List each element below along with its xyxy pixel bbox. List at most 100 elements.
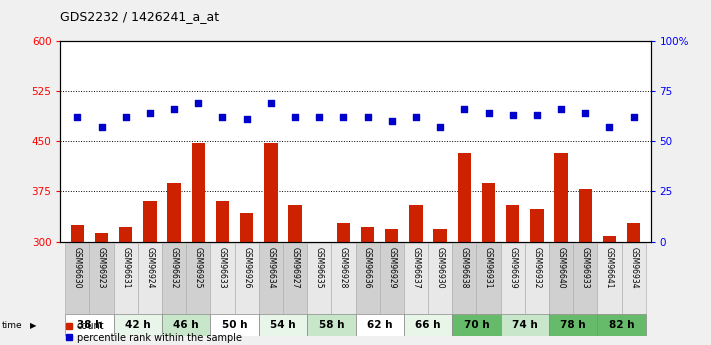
Point (531, 113, 542, 118)
Point (507, 113, 518, 118)
Bar (307, 243, 331, 314)
Bar (434, 229, 447, 241)
Bar (70, 225, 84, 241)
Text: GSM96639: GSM96639 (508, 247, 517, 288)
Point (628, 115, 639, 120)
Text: 42 h: 42 h (125, 320, 151, 330)
Bar (385, 229, 398, 241)
Bar (501, 314, 549, 336)
Bar (549, 243, 573, 314)
Bar (114, 243, 138, 314)
Point (362, 115, 373, 120)
Bar (525, 243, 549, 314)
Bar (380, 243, 404, 314)
Text: GSM96631: GSM96631 (122, 247, 130, 288)
Text: 70 h: 70 h (464, 320, 489, 330)
Bar (501, 243, 525, 314)
Text: GSM96932: GSM96932 (533, 247, 541, 288)
Bar (283, 243, 307, 314)
Point (555, 107, 567, 112)
Bar (549, 314, 597, 336)
Point (483, 111, 494, 116)
Bar (289, 205, 301, 241)
Bar (307, 314, 356, 336)
Text: GSM96637: GSM96637 (412, 247, 420, 288)
Bar (458, 154, 471, 242)
Text: GSM96630: GSM96630 (73, 247, 82, 288)
Bar (186, 243, 210, 314)
Text: GSM96930: GSM96930 (436, 247, 444, 288)
Bar (162, 243, 186, 314)
Text: GSM96929: GSM96929 (387, 247, 396, 288)
Text: GSM96635: GSM96635 (315, 247, 324, 288)
Bar (410, 205, 422, 241)
Text: GSM96926: GSM96926 (242, 247, 251, 288)
Point (72, 115, 83, 120)
Point (217, 115, 228, 120)
Bar (356, 243, 380, 314)
Point (169, 107, 180, 112)
Text: GSM96924: GSM96924 (146, 247, 154, 288)
Bar (144, 201, 156, 242)
Text: GSM96633: GSM96633 (218, 247, 227, 288)
Bar (428, 243, 452, 314)
Bar (90, 243, 114, 314)
Bar (627, 223, 641, 241)
Bar (452, 314, 501, 336)
Bar (603, 236, 616, 241)
Text: 74 h: 74 h (512, 320, 538, 330)
Point (338, 115, 349, 120)
Point (241, 117, 252, 122)
Point (120, 115, 132, 120)
Text: GSM96933: GSM96933 (581, 247, 589, 288)
Bar (192, 144, 205, 241)
Bar (530, 209, 543, 242)
Text: 58 h: 58 h (319, 320, 344, 330)
Bar (210, 243, 235, 314)
Text: 66 h: 66 h (415, 320, 441, 330)
Bar (579, 189, 592, 241)
Text: GSM96934: GSM96934 (629, 247, 638, 288)
Text: 82 h: 82 h (609, 320, 634, 330)
Bar (482, 183, 495, 242)
Bar (597, 243, 621, 314)
Point (96, 125, 107, 130)
Text: GSM96931: GSM96931 (484, 247, 493, 288)
Bar (259, 314, 307, 336)
Point (410, 115, 422, 120)
Bar (216, 201, 229, 242)
Text: 62 h: 62 h (367, 320, 392, 330)
Bar (361, 227, 374, 242)
Bar (210, 314, 259, 336)
Bar (506, 205, 519, 241)
Text: 54 h: 54 h (270, 320, 296, 330)
Bar (235, 243, 259, 314)
Bar (621, 243, 646, 314)
Text: GSM96636: GSM96636 (363, 247, 372, 288)
Text: GSM96925: GSM96925 (194, 247, 203, 288)
Bar (65, 243, 90, 314)
Point (434, 125, 446, 130)
Bar (65, 314, 114, 336)
Text: 50 h: 50 h (222, 320, 247, 330)
Text: 38 h: 38 h (77, 320, 102, 330)
Bar (452, 243, 476, 314)
Bar (331, 243, 356, 314)
Bar (313, 241, 326, 243)
Bar (138, 243, 162, 314)
Text: 46 h: 46 h (173, 320, 199, 330)
Point (386, 119, 397, 124)
Text: GSM96634: GSM96634 (267, 247, 275, 288)
Point (193, 101, 204, 106)
Text: time: time (2, 321, 23, 330)
Text: GSM96638: GSM96638 (460, 247, 469, 288)
Bar (95, 234, 108, 242)
Bar (404, 243, 428, 314)
Text: 78 h: 78 h (560, 320, 586, 330)
Bar (476, 243, 501, 314)
Point (459, 107, 470, 112)
Point (579, 111, 591, 116)
Text: GSM96632: GSM96632 (170, 247, 178, 288)
Point (289, 115, 301, 120)
Point (144, 111, 156, 116)
